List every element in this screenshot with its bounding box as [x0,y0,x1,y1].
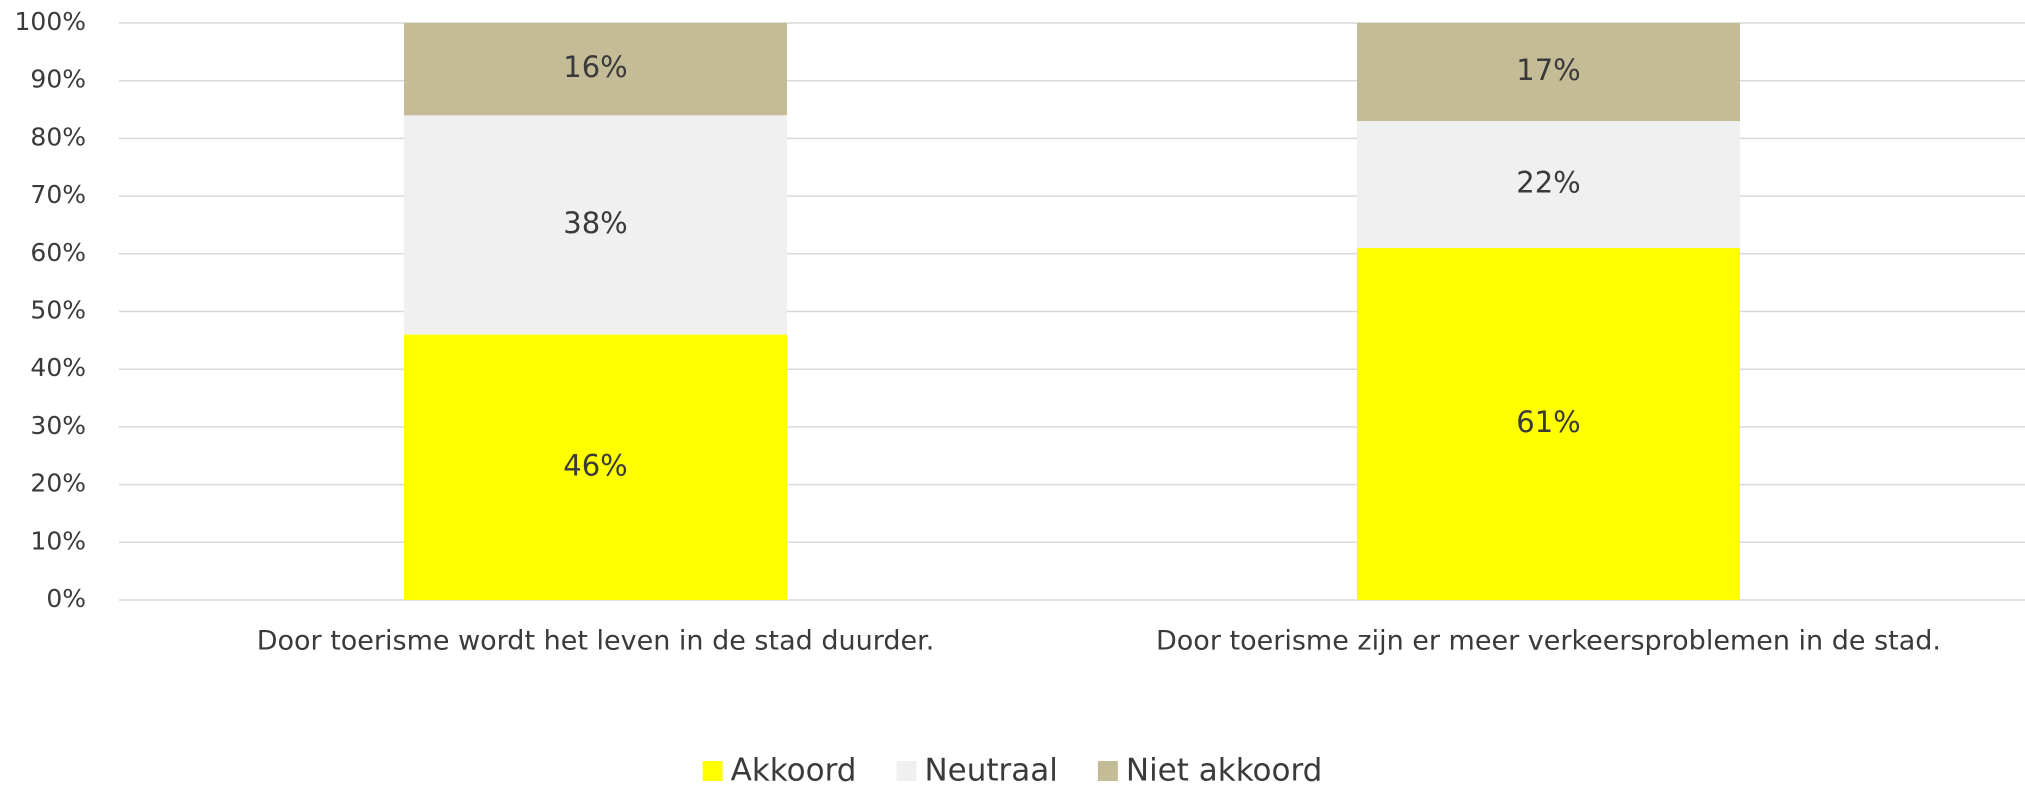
bar-segment [404,23,787,116]
y-tick-label: 60% [30,238,86,267]
y-tick-label: 50% [30,296,86,325]
data-label: 61% [1516,405,1580,439]
bar-segment [1357,248,1740,600]
y-tick-label: 70% [30,180,86,209]
y-tick-label: 100% [15,7,86,36]
legend-swatch [702,761,723,781]
legend-label: Akkoord [731,753,857,788]
legend-label: Niet akkoord [1126,753,1323,788]
data-label: 17% [1516,53,1580,87]
y-tick-label: 0% [46,584,86,613]
x-tick-label: Door toerisme zijn er meer verkeersprobl… [1156,626,1941,657]
y-tick-label: 10% [30,526,86,555]
y-tick-label: 30% [30,411,86,440]
bar-segment [404,334,787,600]
data-label: 22% [1516,166,1580,200]
bar-segment [404,115,787,335]
x-tick-label: Door toerisme wordt het leven in de stad… [257,626,935,657]
data-label: 16% [563,50,627,84]
legend-swatch [1097,761,1118,781]
y-tick-label: 80% [30,122,86,151]
legend-label: Neutraal [924,753,1057,788]
y-tick-label: 90% [30,65,86,94]
data-label: 46% [563,448,627,482]
y-tick-label: 20% [30,469,86,498]
data-label: 38% [563,206,627,240]
y-tick-label: 40% [30,353,86,382]
bar-segment [1357,23,1740,122]
bar-segment [1357,121,1740,249]
legend-swatch [896,761,917,781]
